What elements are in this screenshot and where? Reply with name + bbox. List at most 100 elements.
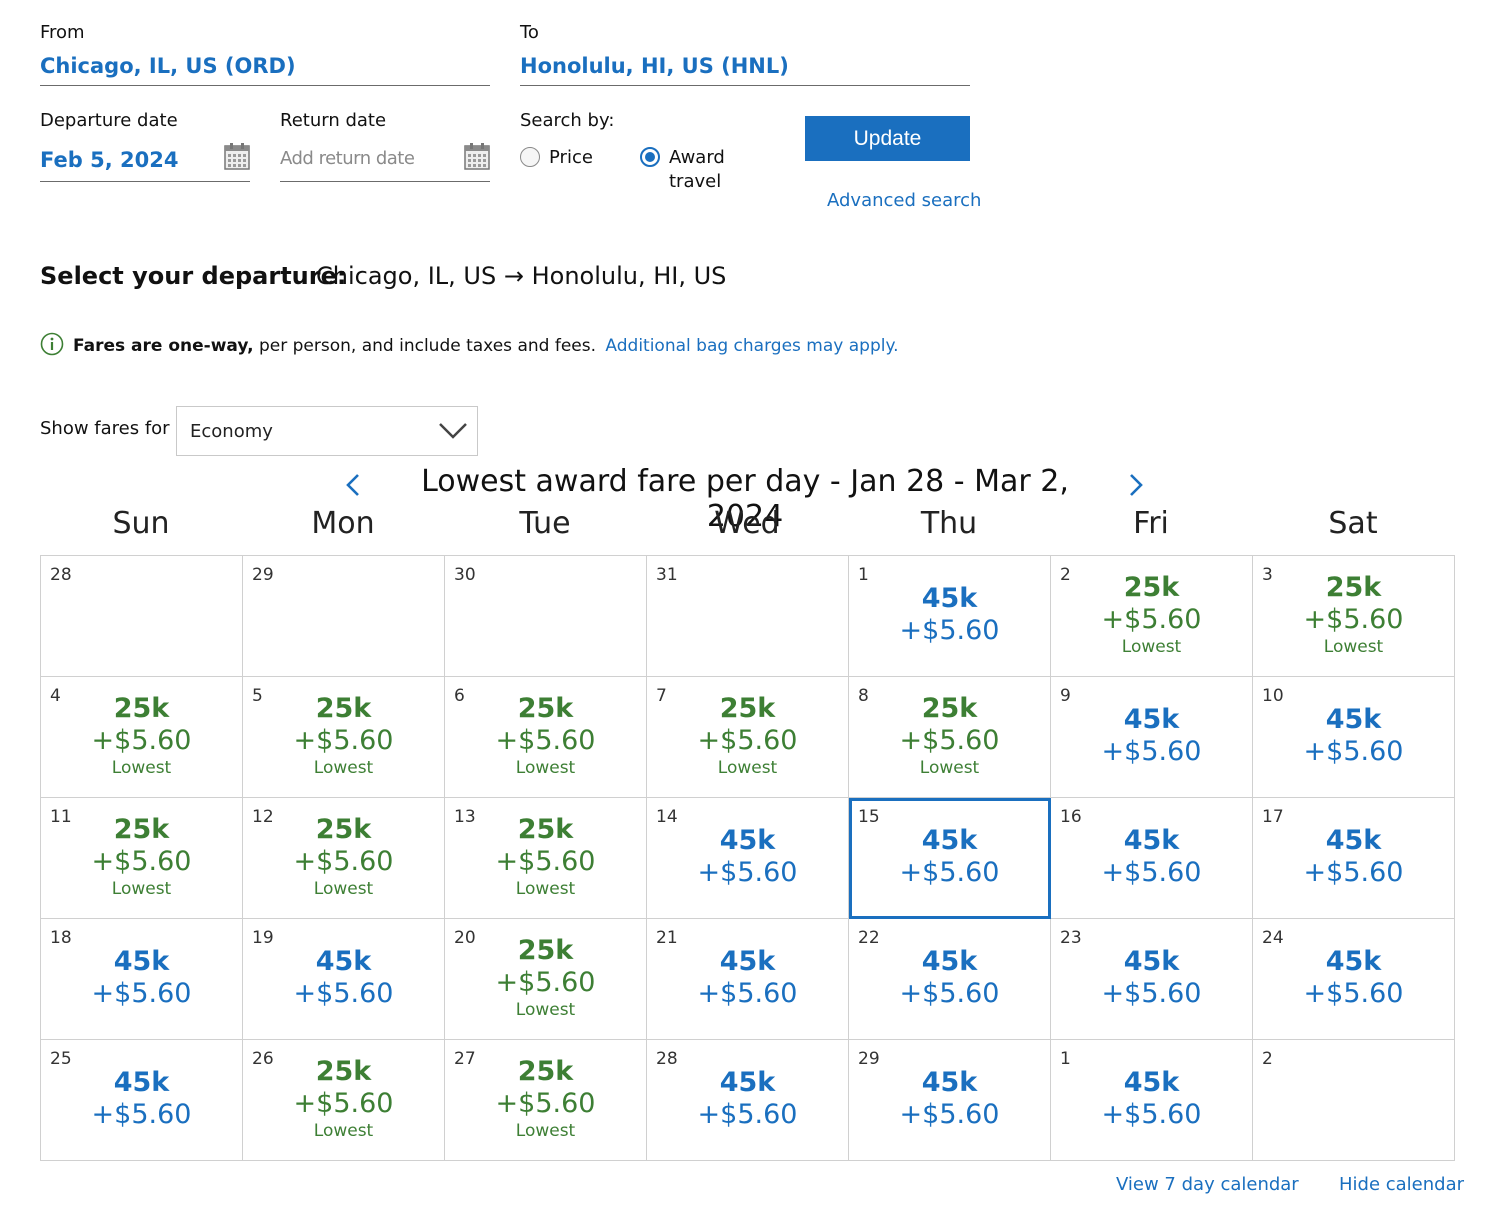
calendar-day-cell: 29 (243, 556, 445, 677)
bag-charges-link[interactable]: Additional bag charges may apply. (605, 336, 899, 356)
fare-taxes: +$5.60 (495, 1088, 596, 1119)
day-number: 1 (858, 565, 869, 585)
fare-miles: 45k (719, 1067, 776, 1098)
fare-taxes: +$5.60 (899, 978, 1000, 1009)
award-radio-label: Award (669, 147, 725, 168)
calendar-day-cell[interactable]: 26 25k +$5.60 Lowest (243, 1040, 445, 1161)
fare-taxes: +$5.60 (899, 615, 1000, 646)
calendar-day-cell[interactable]: 9 45k +$5.60 (1051, 677, 1253, 798)
calendar-icon[interactable] (224, 142, 250, 170)
calendar-day-cell[interactable]: 14 45k +$5.60 (647, 798, 849, 919)
day-number: 14 (656, 807, 678, 827)
fare-taxes: +$5.60 (1303, 857, 1404, 888)
day-number: 31 (656, 565, 678, 585)
calendar-day-cell[interactable]: 1 45k +$5.60 (849, 556, 1051, 677)
calendar-day-cell[interactable]: 7 25k +$5.60 Lowest (647, 677, 849, 798)
view-7-day-calendar-link[interactable]: View 7 day calendar (1116, 1174, 1299, 1195)
calendar-day-cell[interactable]: 29 45k +$5.60 (849, 1040, 1051, 1161)
price-radio[interactable] (520, 147, 540, 167)
fare-taxes: +$5.60 (293, 846, 394, 877)
calendar-day-cell[interactable]: 27 25k +$5.60 Lowest (445, 1040, 647, 1161)
calendar-day-cell[interactable]: 8 25k +$5.60 Lowest (849, 677, 1051, 798)
day-number: 21 (656, 928, 678, 948)
calendar-day-cell[interactable]: 10 45k +$5.60 (1253, 677, 1455, 798)
fare-taxes: +$5.60 (91, 978, 192, 1009)
search-by-label: Search by: (520, 110, 615, 131)
calendar-day-cell[interactable]: 19 45k +$5.60 (243, 919, 445, 1040)
award-travel-radio[interactable] (640, 147, 660, 167)
from-field[interactable]: Chicago, IL, US (ORD) (40, 54, 490, 86)
hide-calendar-link[interactable]: Hide calendar (1339, 1174, 1465, 1195)
fare-miles: 45k (1123, 704, 1180, 735)
calendar-day-cell[interactable]: 15 45k +$5.60 (849, 798, 1051, 919)
cabin-select[interactable]: Economy (176, 406, 478, 456)
weekday-label: Wed (714, 506, 780, 541)
fare-miles: 45k (719, 946, 776, 977)
calendar-day-cell[interactable]: 2 25k +$5.60 Lowest (1051, 556, 1253, 677)
calendar-day-cell[interactable]: 4 25k +$5.60 Lowest (41, 677, 243, 798)
calendar-day-cell[interactable]: 24 45k +$5.60 (1253, 919, 1455, 1040)
calendar-day-cell[interactable]: 20 25k +$5.60 Lowest (445, 919, 647, 1040)
update-button[interactable]: Update (805, 116, 970, 161)
day-number: 29 (858, 1049, 880, 1069)
fare-miles: 25k (315, 814, 372, 845)
calendar-day-cell[interactable]: 13 25k +$5.60 Lowest (445, 798, 647, 919)
calendar-day-cell[interactable]: 21 45k +$5.60 (647, 919, 849, 1040)
fare-taxes: +$5.60 (293, 725, 394, 756)
chevron-left-icon[interactable] (343, 472, 363, 498)
weekday-label: Mon (311, 506, 375, 541)
fare-taxes: +$5.60 (1303, 978, 1404, 1009)
fare-taxes: +$5.60 (495, 846, 596, 877)
fare-info: 25k +$5.60 Lowest (243, 814, 444, 900)
fare-miles: 45k (719, 825, 776, 856)
weekday-label: Fri (1133, 506, 1169, 541)
fare-miles: 25k (517, 693, 574, 724)
advanced-search-link[interactable]: Advanced search (827, 190, 982, 211)
calendar-day-cell[interactable]: 23 45k +$5.60 (1051, 919, 1253, 1040)
price-radio-option[interactable]: Price (520, 147, 620, 171)
lowest-fare-tag: Lowest (717, 758, 778, 778)
award-radio-option[interactable]: Award travel (640, 147, 740, 195)
fare-info: 45k +$5.60 (849, 825, 1050, 889)
calendar-title: Lowest award fare per day - Jan 28 - Mar… (421, 464, 1069, 534)
day-number: 12 (252, 807, 274, 827)
calendar-day-cell[interactable]: 17 45k +$5.60 (1253, 798, 1455, 919)
day-number: 27 (454, 1049, 476, 1069)
to-field[interactable]: Honolulu, HI, US (HNL) (520, 54, 970, 86)
fare-taxes: +$5.60 (697, 1099, 798, 1130)
fare-miles: 45k (921, 583, 978, 614)
lowest-fare-tag: Lowest (313, 758, 374, 778)
calendar-day-cell[interactable]: 18 45k +$5.60 (41, 919, 243, 1040)
from-label: From (40, 22, 85, 43)
fare-taxes: +$5.60 (697, 857, 798, 888)
chevron-down-icon (439, 423, 467, 439)
calendar-icon[interactable] (464, 142, 490, 170)
calendar-day-cell[interactable]: 28 45k +$5.60 (647, 1040, 849, 1161)
fare-info: 25k +$5.60 Lowest (445, 693, 646, 779)
calendar-day-cell[interactable]: 3 25k +$5.60 Lowest (1253, 556, 1455, 677)
calendar-day-cell[interactable]: 22 45k +$5.60 (849, 919, 1051, 1040)
calendar-day-cell[interactable]: 1 45k +$5.60 (1051, 1040, 1253, 1161)
day-number: 3 (1262, 565, 1273, 585)
departure-date-label: Departure date (40, 110, 178, 131)
day-number: 2 (1262, 1049, 1273, 1069)
fare-info: 25k +$5.60 Lowest (1253, 572, 1454, 658)
fare-miles: 25k (719, 693, 776, 724)
chevron-right-icon[interactable] (1126, 472, 1146, 498)
lowest-fare-tag: Lowest (515, 1121, 576, 1141)
fare-taxes: +$5.60 (899, 725, 1000, 756)
cabin-select-value: Economy (190, 420, 273, 442)
departure-date-field[interactable]: Feb 5, 2024 (40, 142, 250, 182)
calendar-day-cell[interactable]: 12 25k +$5.60 Lowest (243, 798, 445, 919)
calendar-day-cell[interactable]: 16 45k +$5.60 (1051, 798, 1253, 919)
fare-info: 45k +$5.60 (41, 1067, 242, 1131)
fare-info: 45k +$5.60 (1253, 825, 1454, 889)
from-value: Chicago, IL, US (ORD) (40, 54, 296, 78)
calendar-day-cell[interactable]: 11 25k +$5.60 Lowest (41, 798, 243, 919)
fare-miles: 45k (1123, 946, 1180, 977)
calendar-day-cell[interactable]: 25 45k +$5.60 (41, 1040, 243, 1161)
calendar-day-cell[interactable]: 5 25k +$5.60 Lowest (243, 677, 445, 798)
return-date-field[interactable]: Add return date (280, 142, 490, 182)
calendar-day-cell[interactable]: 6 25k +$5.60 Lowest (445, 677, 647, 798)
day-number: 2 (1060, 565, 1071, 585)
